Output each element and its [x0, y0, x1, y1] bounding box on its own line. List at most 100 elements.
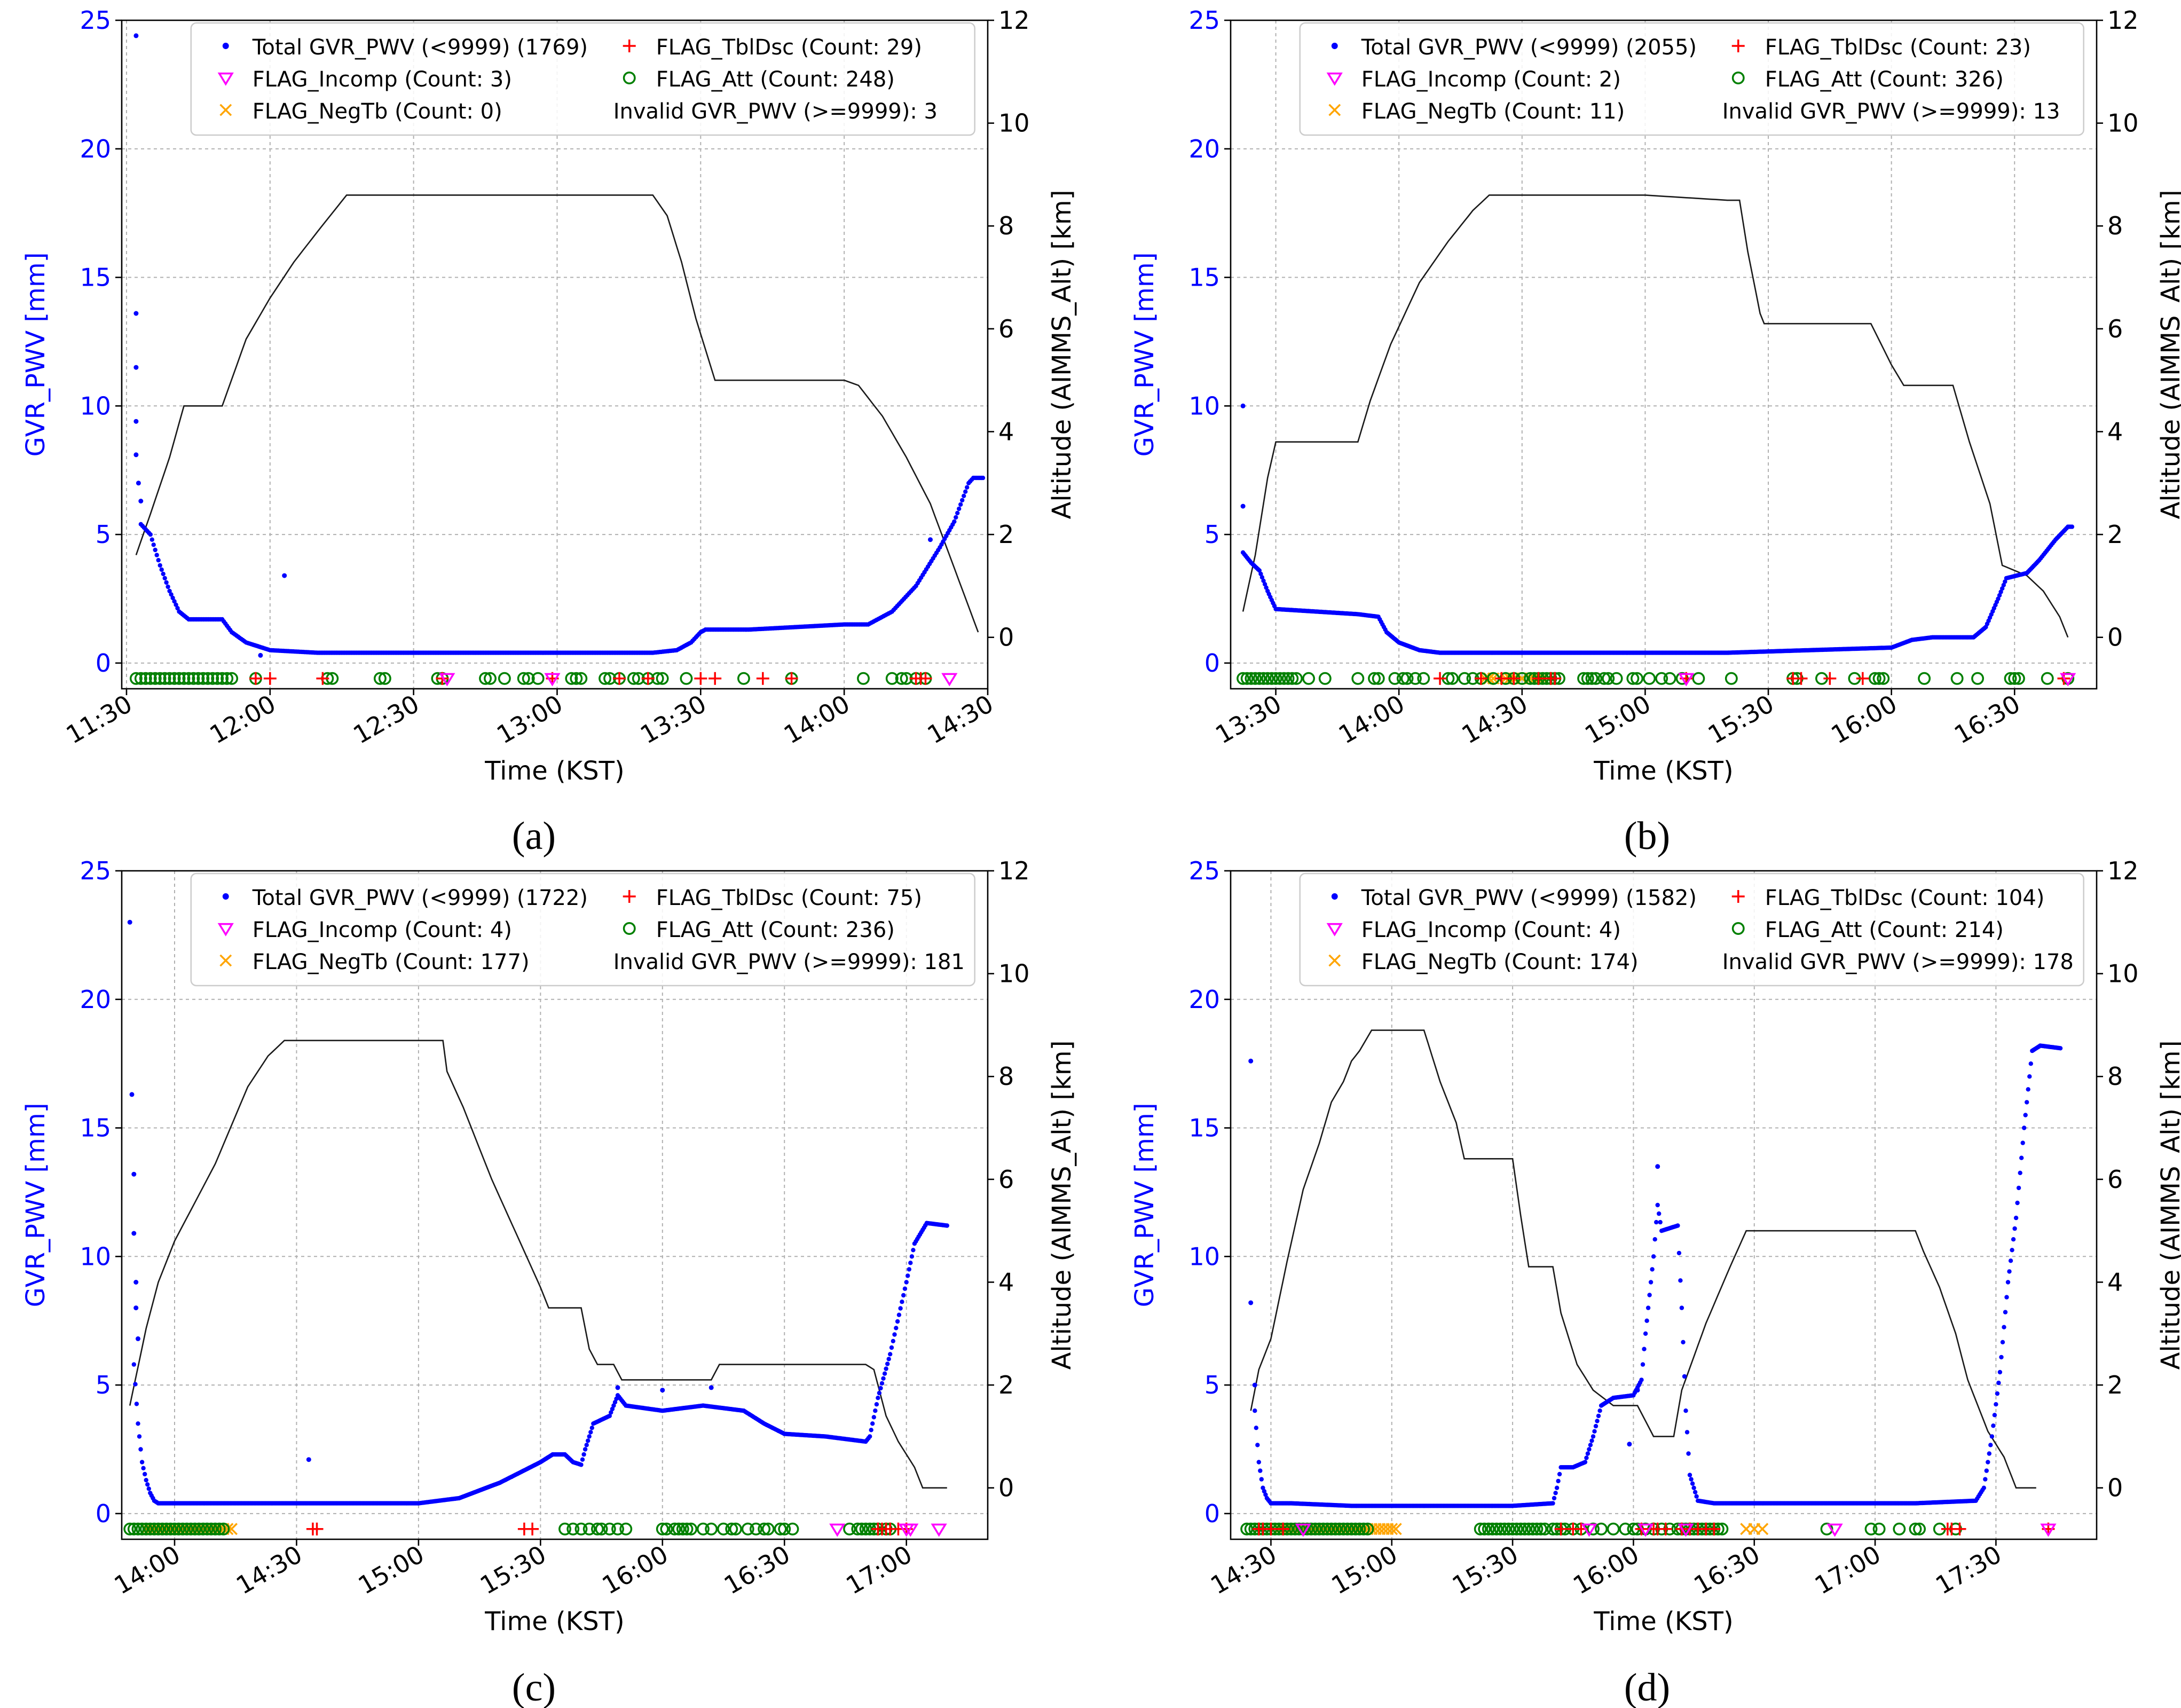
- legend-label: FLAG_Att (Count: 214): [1765, 918, 2004, 942]
- flag-att-marker: [2012, 672, 2025, 685]
- x-axis-title: Time (KST): [484, 1607, 624, 1636]
- pwv-point: [980, 475, 986, 481]
- pwv-point: [141, 1466, 146, 1470]
- flag-att-marker: [176, 1522, 190, 1536]
- right-tick-label: 12: [998, 856, 1030, 885]
- pwv-point: [611, 1403, 616, 1408]
- right-tick-label: 12: [998, 6, 1030, 35]
- legend-label: FLAG_TblDsc (Count: 29): [656, 35, 922, 60]
- pwv-point: [149, 537, 154, 542]
- flag-tbldsc-marker: [310, 1522, 324, 1536]
- flag-att-marker: [1602, 672, 1615, 685]
- pwv-outlier-point: [133, 33, 139, 38]
- pwv-point: [1259, 575, 1265, 580]
- flag-att-marker: [611, 1522, 624, 1536]
- flag-att-marker: [1587, 1522, 1600, 1536]
- pwv-point: [904, 1280, 909, 1285]
- pwv-point: [895, 1319, 900, 1324]
- pwv-outlier-point: [1248, 1058, 1254, 1064]
- pwv-point: [2023, 1113, 2028, 1117]
- left-tick-label: 20: [80, 135, 111, 163]
- flag-incomp-marker: [931, 1523, 947, 1537]
- pwv-point: [148, 532, 153, 537]
- right-tick-label: 0: [2107, 623, 2123, 652]
- legend-label: FLAG_NegTb (Count: 0): [253, 99, 502, 124]
- x-tick-label: 14:30: [231, 1540, 307, 1600]
- pwv-point: [2004, 1295, 2009, 1300]
- pwv-outlier-point: [129, 1092, 135, 1097]
- pwv-series: [1248, 1043, 2063, 1508]
- legend-label: FLAG_Att (Count: 326): [1765, 67, 2004, 92]
- flag-markers: [1237, 672, 2076, 687]
- pwv-point: [1678, 1278, 1683, 1283]
- legend-marker: [1731, 890, 1745, 903]
- x-tick-label: 13:30: [1210, 689, 1286, 750]
- pwv-outlier-point: [133, 1280, 139, 1285]
- legend-marker: [1731, 72, 1745, 84]
- flag-att-marker: [1538, 1522, 1552, 1536]
- flag-att-marker: [851, 1522, 864, 1536]
- pwv-point: [1589, 1438, 1594, 1443]
- pwv-point: [584, 1443, 589, 1447]
- pwv-point: [2000, 1340, 2005, 1344]
- flag-att-marker: [212, 1522, 226, 1536]
- pwv-point: [589, 1426, 595, 1430]
- pwv-point: [151, 542, 156, 547]
- flag-tbldsc-marker: [1856, 672, 1869, 685]
- pwv-point: [2013, 1215, 2019, 1221]
- flag-att-marker: [857, 672, 870, 685]
- flag-att-marker: [144, 672, 157, 685]
- flag-att-marker: [668, 1522, 681, 1536]
- flag-att-marker: [1909, 1522, 1922, 1536]
- flag-att-marker: [127, 1522, 140, 1536]
- flag-tbldsc-marker: [1532, 672, 1545, 685]
- pwv-point: [1681, 1340, 1686, 1344]
- right-tick-label: 4: [998, 417, 1014, 446]
- pwv-point: [1647, 1293, 1652, 1297]
- pwv-point: [1997, 593, 2002, 598]
- pwv-point: [871, 1415, 877, 1420]
- right-tick-label: 2: [2107, 1371, 2123, 1399]
- flag-tbldsc-marker: [249, 672, 262, 685]
- pwv-point: [612, 1400, 618, 1405]
- flag-att-marker: [177, 672, 191, 685]
- flag-att-marker: [192, 672, 205, 685]
- flag-att-marker: [164, 1522, 177, 1536]
- flag-att-marker: [680, 1522, 694, 1536]
- pwv-point: [965, 485, 970, 490]
- legend-marker: [1331, 43, 1338, 49]
- pwv-outlier-point: [928, 537, 933, 542]
- legend-label: FLAG_Incomp (Count: 4): [253, 918, 512, 942]
- flag-tbldsc-marker: [756, 672, 769, 685]
- legend-marker: [222, 43, 229, 49]
- pwv-point: [1253, 1408, 1257, 1413]
- flag-att-marker: [168, 672, 181, 685]
- flag-att-marker: [778, 1522, 791, 1536]
- legend-label: FLAG_Incomp (Count: 4): [1361, 918, 1621, 942]
- left-tick-label: 20: [1188, 985, 1220, 1014]
- flag-att-marker: [582, 1522, 596, 1536]
- right-tick-label: 0: [998, 623, 1014, 652]
- legend-marker: [1328, 104, 1341, 116]
- flag-att-marker: [211, 672, 224, 685]
- pwv-series: [133, 33, 986, 658]
- flag-att-marker: [1597, 672, 1611, 685]
- left-tick-label: 15: [80, 263, 111, 292]
- flag-att-marker: [1313, 1522, 1326, 1536]
- pwv-point: [963, 489, 968, 494]
- panel-caption: (c): [512, 1666, 556, 1708]
- flag-att-marker: [1341, 1522, 1354, 1536]
- flag-negtb-marker: [1385, 1523, 1398, 1536]
- pwv-point: [1639, 1378, 1644, 1382]
- left-tick-label: 15: [1188, 263, 1220, 292]
- pwv-point: [588, 1430, 593, 1435]
- flag-att-marker: [1663, 672, 1676, 685]
- pwv-point: [167, 588, 172, 594]
- flag-att-marker: [684, 1522, 698, 1536]
- panel-caption: (d): [1624, 1666, 1670, 1708]
- pwv-point: [1584, 1455, 1589, 1460]
- right-tick-label: 4: [998, 1268, 1014, 1296]
- flag-att-marker: [565, 672, 578, 685]
- flag-att-marker: [484, 672, 497, 685]
